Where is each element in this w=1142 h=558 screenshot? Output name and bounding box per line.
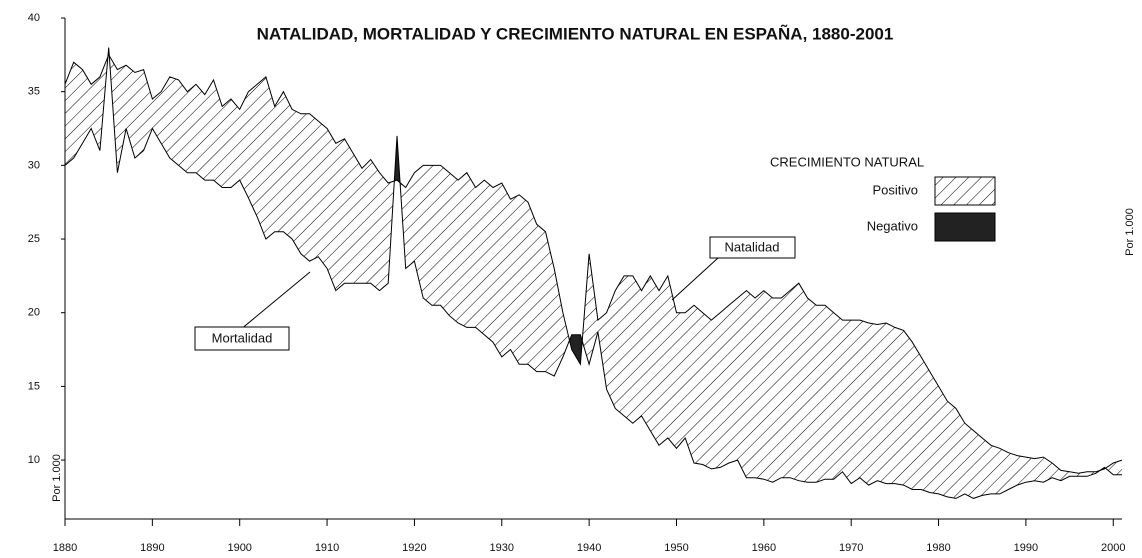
legend-title: CRECIMIENTO NATURAL [770,154,924,169]
legend-label: Positivo [872,182,918,197]
x-tick-label: 1990 [1014,542,1038,554]
x-tick-label: 1960 [752,542,776,554]
x-tick-label: 1880 [53,542,77,554]
legend-label: Negativo [867,218,918,233]
y-tick-label: 25 [28,233,40,245]
y-tick-label: 20 [28,307,40,319]
x-tick-label: 1890 [140,542,164,554]
legend-swatch [934,176,996,206]
x-tick-label: 1900 [227,542,251,554]
x-tick-label: 1940 [577,542,601,554]
x-tick-label: 1950 [664,542,688,554]
callout-line [671,257,719,301]
x-tick-label: 1910 [315,542,339,554]
callout-label: Natalidad [725,239,780,254]
x-tick-label: 1930 [490,542,514,554]
x-tick-label: 1920 [402,542,426,554]
y-tick-label: 40 [28,12,40,24]
y-tick-label: 15 [28,380,40,392]
series-line [64,47,1122,499]
y-tick-label: 10 [28,454,40,466]
y-tick-label: 35 [28,86,40,98]
callout-box [709,236,796,259]
x-tick-label: 1970 [839,542,863,554]
x-tick-label: 1980 [926,542,950,554]
callout-label: Mortalidad [212,330,273,345]
y-axis-label: Por 1.000 [51,454,63,502]
series-line [64,53,1123,474]
legend-swatch [934,212,996,242]
y-tick-label: 30 [28,159,40,171]
x-tick-label: 2000 [1101,542,1125,554]
callout-box [194,326,290,351]
callout-line [239,271,311,331]
chart-title: NATALIDAD, MORTALIDAD Y CRECIMIENTO NATU… [257,23,894,43]
y-axis-label: Por 1.000 [1124,208,1136,256]
